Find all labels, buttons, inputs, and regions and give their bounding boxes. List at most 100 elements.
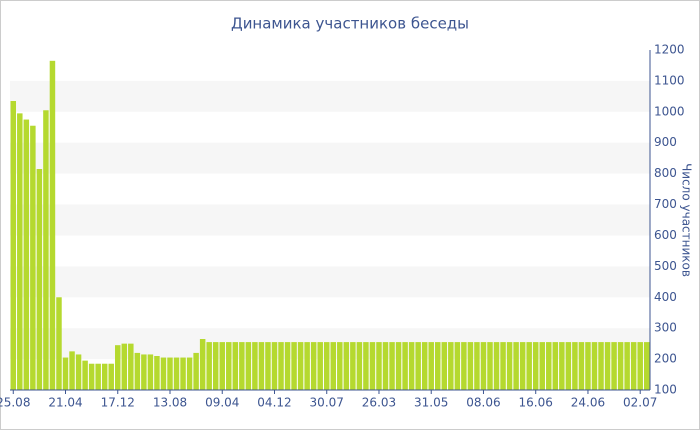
bar xyxy=(376,342,382,390)
bar xyxy=(637,342,643,390)
chart-title: Динамика участников беседы xyxy=(231,15,469,33)
grid-band xyxy=(10,266,650,298)
bar xyxy=(134,352,141,390)
bar xyxy=(239,342,245,390)
x-tick-label: 02.07 xyxy=(623,396,657,410)
bar xyxy=(546,342,552,390)
bar xyxy=(513,342,519,390)
bar xyxy=(532,342,539,390)
grid-band xyxy=(10,80,650,112)
grid-band xyxy=(10,204,650,236)
bar xyxy=(147,354,154,390)
x-tick-label: 30.07 xyxy=(310,396,344,410)
bar xyxy=(186,357,193,390)
x-tick-label: 04.12 xyxy=(257,396,291,410)
bar xyxy=(559,342,565,390)
bar xyxy=(395,342,402,390)
x-tick-label: 25.08 xyxy=(0,396,30,410)
bar xyxy=(252,342,258,390)
bar xyxy=(480,342,487,390)
bar xyxy=(441,342,448,390)
bar xyxy=(219,342,225,390)
bar xyxy=(591,342,598,390)
bar xyxy=(467,342,474,390)
bar xyxy=(415,342,421,390)
bar xyxy=(43,110,49,390)
bar xyxy=(69,351,75,390)
y-tick-label: 100 xyxy=(654,383,677,397)
bar xyxy=(88,363,95,390)
x-tick-label: 24.06 xyxy=(571,396,605,410)
bar xyxy=(258,342,265,390)
bar xyxy=(75,354,82,390)
bar xyxy=(193,352,199,390)
bar xyxy=(493,342,500,390)
y-tick-label: 600 xyxy=(654,228,677,242)
x-tick-label: 26.03 xyxy=(362,396,396,410)
bar xyxy=(17,113,23,390)
bar xyxy=(245,342,252,390)
bar xyxy=(95,363,101,390)
bar xyxy=(402,342,408,390)
bar xyxy=(578,342,585,390)
bar xyxy=(206,342,212,390)
bar xyxy=(154,356,160,390)
bar xyxy=(271,342,278,390)
bar xyxy=(167,357,173,390)
bar xyxy=(62,357,69,390)
y-tick-label: 300 xyxy=(654,321,677,335)
bar xyxy=(128,343,134,390)
bar xyxy=(10,101,17,390)
bar xyxy=(454,342,461,390)
bar xyxy=(604,342,611,390)
bar xyxy=(278,342,284,390)
bar xyxy=(350,342,356,390)
bar xyxy=(572,342,578,390)
bar xyxy=(232,342,239,390)
bar xyxy=(408,342,415,390)
bar xyxy=(624,342,630,390)
bar xyxy=(23,119,30,390)
bar xyxy=(101,363,108,390)
bar xyxy=(265,342,271,390)
y-tick-label: 700 xyxy=(654,197,677,211)
bar xyxy=(565,342,572,390)
bar xyxy=(369,342,376,390)
bar xyxy=(448,342,454,390)
bar xyxy=(173,357,180,390)
bar xyxy=(310,342,317,390)
bar xyxy=(519,342,526,390)
bar xyxy=(506,342,513,390)
y-tick-label: 1200 xyxy=(654,43,685,57)
y-tick-label: 200 xyxy=(654,352,677,366)
bar xyxy=(180,357,186,390)
x-tick-label: 31.05 xyxy=(414,396,448,410)
bar xyxy=(356,342,363,390)
bar xyxy=(160,357,167,390)
bar xyxy=(226,342,232,390)
x-tick-label: 21.04 xyxy=(48,396,82,410)
bar xyxy=(317,342,323,390)
bar xyxy=(337,342,343,390)
y-tick-label: 400 xyxy=(654,290,677,304)
y-axis-label: Число участников xyxy=(680,163,694,277)
x-tick-label: 09.04 xyxy=(205,396,239,410)
x-tick-label: 08.06 xyxy=(466,396,500,410)
bar xyxy=(421,342,428,390)
y-tick-label: 800 xyxy=(654,166,677,180)
bar xyxy=(611,342,617,390)
y-tick-label: 900 xyxy=(654,135,677,149)
bar xyxy=(461,342,467,390)
grid-band xyxy=(10,142,650,174)
bar xyxy=(56,297,62,390)
bar xyxy=(552,342,559,390)
bar xyxy=(435,342,441,390)
bar xyxy=(617,342,624,390)
bar xyxy=(291,342,297,390)
bar xyxy=(343,342,350,390)
bar xyxy=(389,342,395,390)
bar xyxy=(526,342,532,390)
x-tick-label: 17.12 xyxy=(101,396,135,410)
bar xyxy=(212,342,219,390)
